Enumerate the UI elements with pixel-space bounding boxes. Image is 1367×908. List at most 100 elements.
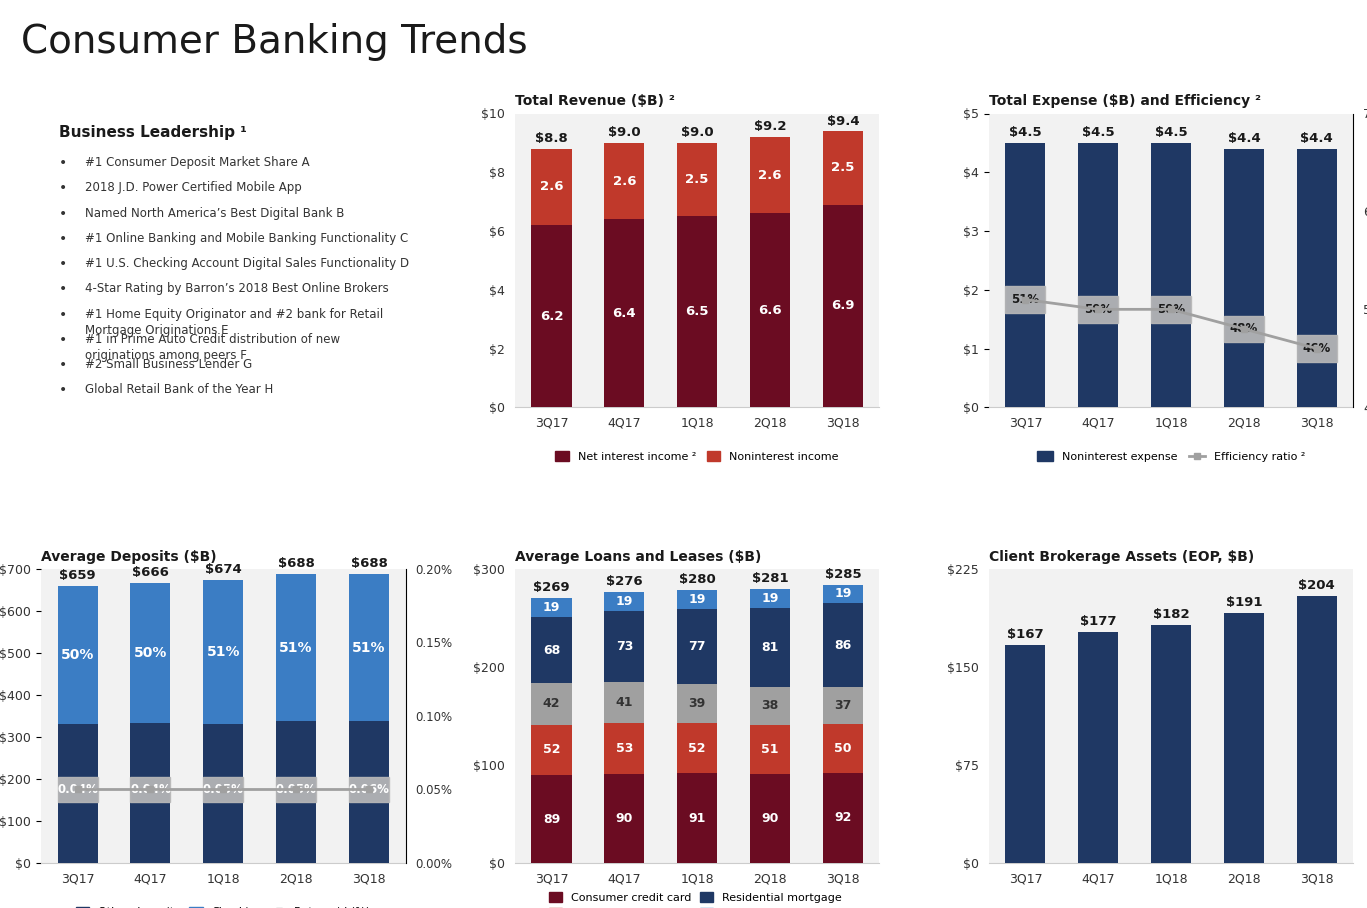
Text: $9.0: $9.0	[681, 126, 714, 139]
Text: 19: 19	[615, 595, 633, 608]
Text: 19: 19	[761, 592, 779, 606]
Text: $276: $276	[606, 576, 642, 588]
Text: 0.04%: 0.04%	[57, 783, 98, 795]
Text: •: •	[59, 383, 67, 398]
Bar	[677, 774, 718, 863]
Bar	[604, 592, 644, 611]
Bar	[677, 609, 718, 685]
Text: 91: 91	[689, 812, 705, 824]
Text: Total Expense ($B) and Efficiency ²: Total Expense ($B) and Efficiency ²	[988, 94, 1260, 108]
Text: 2.5: 2.5	[831, 162, 854, 174]
Bar	[750, 687, 790, 725]
Bar	[677, 685, 718, 723]
Text: 19: 19	[543, 601, 560, 614]
Bar	[57, 776, 97, 802]
Bar	[1151, 296, 1191, 322]
Text: 0.05%: 0.05%	[202, 783, 243, 795]
Text: 48%: 48%	[1230, 322, 1258, 335]
Bar	[1005, 645, 1046, 863]
Text: Average Deposits ($B): Average Deposits ($B)	[41, 549, 216, 564]
Legend: Net interest income ², Noninterest income: Net interest income ², Noninterest incom…	[551, 447, 843, 467]
Text: 19: 19	[834, 587, 852, 600]
Bar	[750, 725, 790, 775]
Bar	[130, 583, 171, 723]
Bar	[823, 724, 863, 773]
Text: $4.5: $4.5	[1155, 126, 1188, 139]
Text: 73: 73	[615, 640, 633, 653]
Text: •: •	[59, 207, 67, 221]
Text: 86: 86	[834, 638, 852, 652]
Text: 42: 42	[543, 697, 560, 710]
Text: 2018 J.D. Power Certified Mobile App: 2018 J.D. Power Certified Mobile App	[85, 182, 302, 194]
Bar	[1005, 286, 1046, 312]
Bar	[1297, 149, 1337, 408]
Bar	[130, 776, 171, 802]
Text: #1 U.S. Checking Account Digital Sales Functionality D: #1 U.S. Checking Account Digital Sales F…	[85, 257, 409, 271]
Legend: Noninterest expense, Efficiency ratio ²: Noninterest expense, Efficiency ratio ²	[1032, 447, 1310, 467]
Bar	[677, 590, 718, 609]
Text: 51%: 51%	[353, 640, 385, 655]
Bar	[604, 723, 644, 775]
Text: 89: 89	[543, 813, 560, 825]
Text: Named North America’s Best Digital Bank B: Named North America’s Best Digital Bank …	[85, 207, 344, 220]
Text: 6.5: 6.5	[685, 305, 709, 319]
Text: $688: $688	[350, 557, 387, 569]
Text: 51: 51	[761, 743, 779, 756]
Text: #1 in Prime Auto Credit distribution of new
originations among peers F: #1 in Prime Auto Credit distribution of …	[85, 333, 340, 362]
Text: $204: $204	[1299, 579, 1336, 592]
Bar	[204, 724, 243, 863]
Text: 50%: 50%	[1156, 303, 1185, 316]
Bar	[349, 721, 390, 863]
Bar	[604, 683, 644, 723]
Text: Consumer Banking Trends: Consumer Banking Trends	[21, 23, 528, 61]
Bar	[57, 586, 97, 724]
Bar	[1079, 631, 1118, 863]
Text: $9.0: $9.0	[608, 126, 641, 139]
Text: $177: $177	[1080, 615, 1117, 627]
Bar	[1223, 316, 1264, 342]
Text: 0.05%: 0.05%	[276, 783, 317, 795]
Text: 6.6: 6.6	[759, 304, 782, 317]
Bar	[604, 611, 644, 683]
Text: #1 Home Equity Originator and #2 bank for Retail
Mortgage Originations E: #1 Home Equity Originator and #2 bank fo…	[85, 308, 383, 337]
Text: $280: $280	[679, 574, 715, 587]
Bar	[349, 574, 390, 721]
Text: 2.6: 2.6	[540, 181, 563, 193]
Text: $4.5: $4.5	[1081, 126, 1114, 139]
Bar	[1005, 143, 1046, 408]
Bar	[532, 775, 571, 863]
Bar	[130, 723, 171, 863]
Bar	[677, 143, 718, 216]
Bar	[823, 603, 863, 687]
Text: 2.5: 2.5	[685, 173, 709, 186]
Text: 41: 41	[615, 696, 633, 709]
Bar	[823, 773, 863, 863]
Text: 4-Star Rating by Barron’s 2018 Best Online Brokers: 4-Star Rating by Barron’s 2018 Best Onli…	[85, 282, 388, 295]
Bar	[1297, 597, 1337, 863]
Text: $9.2: $9.2	[753, 121, 786, 133]
Text: 52: 52	[543, 744, 560, 756]
Text: 50%: 50%	[1084, 303, 1113, 316]
Text: $281: $281	[752, 572, 789, 586]
Bar	[276, 776, 316, 802]
Text: •: •	[59, 333, 67, 347]
Text: $659: $659	[59, 568, 96, 582]
Text: •: •	[59, 156, 67, 170]
Text: •: •	[59, 282, 67, 296]
Text: Average Loans and Leases ($B): Average Loans and Leases ($B)	[515, 549, 761, 564]
Text: 37: 37	[834, 699, 852, 712]
Legend: Other deposits, Checking, Rate paid (%): Other deposits, Checking, Rate paid (%)	[71, 903, 375, 908]
Bar	[57, 724, 97, 863]
Text: 19: 19	[689, 593, 705, 607]
Bar	[1151, 143, 1191, 408]
Bar	[1079, 296, 1118, 322]
Text: 92: 92	[834, 811, 852, 824]
Legend: Consumer credit card, Vehicle lending, Home equity, Residential mortgage, Small : Consumer credit card, Vehicle lending, H…	[544, 888, 850, 908]
Text: 46%: 46%	[1303, 342, 1331, 355]
Text: 6.2: 6.2	[540, 310, 563, 322]
Bar	[750, 775, 790, 863]
Text: 53: 53	[615, 742, 633, 755]
Bar	[750, 589, 790, 608]
Bar	[532, 225, 571, 408]
Text: Global Retail Bank of the Year H: Global Retail Bank of the Year H	[85, 383, 273, 397]
